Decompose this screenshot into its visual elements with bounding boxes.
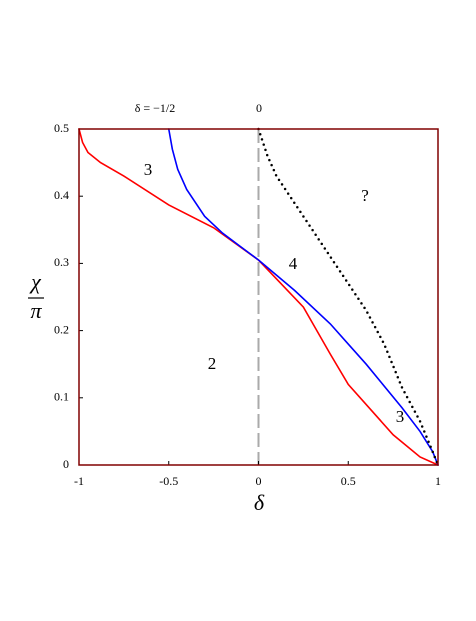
y-axis-label-denominator: π — [30, 298, 42, 323]
annotation: 0 — [256, 101, 262, 115]
x-tick-label: 0 — [256, 474, 262, 488]
x-tick-label: -1 — [74, 474, 84, 488]
plot-frame — [78, 128, 439, 466]
y-tick-label: 0.4 — [54, 188, 69, 202]
y-axis-label-numerator: χ — [29, 269, 42, 294]
y-tick-label: 0.5 — [54, 121, 69, 135]
annotation: 2 — [208, 354, 217, 373]
y-tick-label: 0.1 — [54, 390, 69, 404]
x-tick-label: 0.5 — [341, 474, 356, 488]
annotation: ? — [361, 186, 369, 205]
y-tick-label: 0 — [63, 457, 69, 471]
curve — [167, 128, 439, 466]
x-tick-label: -0.5 — [159, 474, 178, 488]
annotation: 4 — [289, 254, 298, 273]
annotation: 3 — [144, 160, 153, 179]
curve — [257, 127, 440, 467]
x-axis-label: δ — [254, 490, 265, 515]
annotation: 3 — [396, 407, 405, 426]
y-tick-label: 0.3 — [54, 255, 69, 269]
annotation: δ = −1/2 — [135, 101, 176, 115]
x-tick-label: 1 — [435, 474, 441, 488]
y-tick-label: 0.2 — [54, 322, 69, 336]
